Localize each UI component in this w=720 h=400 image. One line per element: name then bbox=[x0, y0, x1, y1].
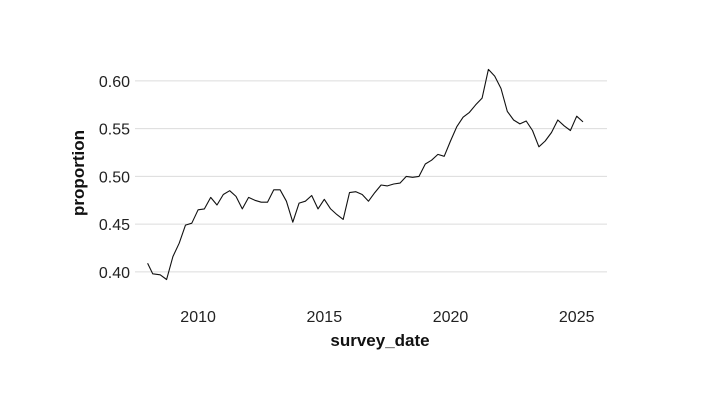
y-tick-label: 0.55 bbox=[99, 122, 130, 139]
series-line-layer bbox=[147, 68, 584, 281]
x-axis-ticks: 2010 2015 2020 2025 bbox=[180, 309, 594, 326]
x-tick-label: 2010 bbox=[180, 309, 216, 326]
x-tick-label: 2020 bbox=[433, 309, 469, 326]
y-axis-title: proportion bbox=[69, 130, 88, 216]
x-axis-title: survey_date bbox=[330, 331, 429, 350]
x-tick-label: 2015 bbox=[307, 309, 343, 326]
y-axis-ticks: 0.40 0.45 0.50 0.55 0.60 bbox=[99, 74, 130, 282]
y-tick-label: 0.45 bbox=[99, 217, 130, 234]
y-tick-label: 0.50 bbox=[99, 169, 130, 186]
y-tick-label: 0.60 bbox=[99, 74, 130, 91]
x-tick-label: 2025 bbox=[559, 309, 595, 326]
series-line bbox=[147, 68, 584, 281]
gridlines bbox=[135, 80, 607, 273]
y-tick-label: 0.40 bbox=[99, 265, 130, 282]
